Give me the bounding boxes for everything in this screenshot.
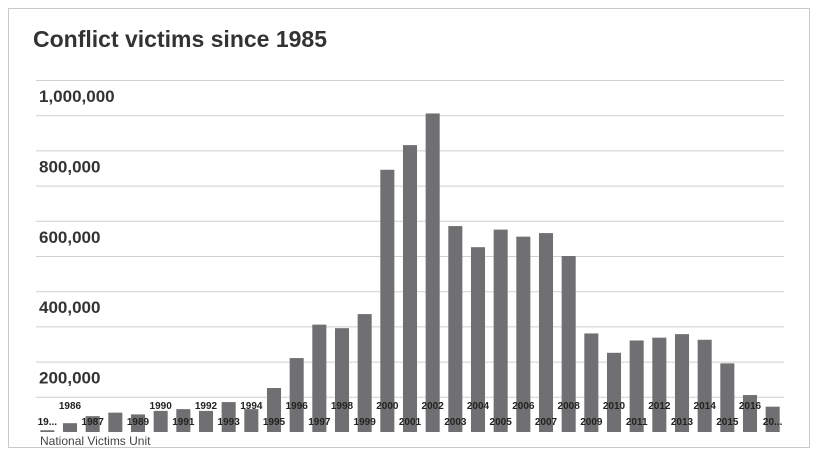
source-note: National Victims Unit [40, 434, 151, 448]
bar-1989 [130, 414, 146, 432]
bar-1995 [266, 388, 282, 432]
bar-1996 [289, 358, 304, 432]
bar-2011 [629, 340, 644, 432]
bars [40, 113, 780, 432]
x-tick-label: 19... [38, 417, 58, 428]
x-tick-label: 2010 [603, 401, 626, 412]
x-tick-label: 2014 [694, 401, 717, 412]
bar-2003 [448, 226, 463, 432]
x-tick-label: 1994 [240, 401, 263, 412]
bar-2013 [674, 334, 690, 432]
bar-1985 [40, 430, 55, 432]
bar-2014 [697, 339, 712, 432]
x-tick-label: 1990 [150, 401, 173, 412]
x-tick-label: 2009 [580, 417, 603, 428]
bar-1994 [244, 409, 259, 432]
bar-2017 [765, 406, 780, 432]
x-tick-label: 2015 [716, 417, 739, 428]
bar-2005 [493, 229, 508, 432]
bar-2006 [516, 236, 531, 432]
bar-1999 [357, 314, 372, 432]
x-tick-label: 1989 [127, 417, 150, 428]
y-axis-tick-labels: 200,000 400,000 600,000 800,000 1,000,000 [39, 87, 115, 388]
bar-1990 [153, 410, 168, 432]
y-tick-label: 800,000 [39, 157, 100, 176]
x-tick-label: 1997 [308, 417, 331, 428]
x-tick-label: 2002 [422, 401, 445, 412]
x-tick-label: 2006 [512, 401, 535, 412]
bar-2010 [606, 352, 622, 432]
bar-2009 [584, 333, 599, 432]
chart-title: Conflict victims since 1985 [33, 26, 328, 52]
x-tick-label: 2001 [399, 417, 422, 428]
bar-1987 [85, 416, 100, 432]
x-tick-label: 2005 [490, 417, 513, 428]
x-tick-label: 2013 [671, 417, 694, 428]
bar-2008 [561, 256, 576, 432]
x-tick-label: 1991 [172, 417, 195, 428]
bar-2012 [652, 337, 667, 432]
y-tick-label: 400,000 [39, 298, 100, 317]
bar-1988 [108, 412, 123, 432]
x-tick-label: 20... [763, 417, 783, 428]
x-tick-label: 2007 [535, 417, 558, 428]
bar-2004 [470, 247, 486, 432]
x-tick-label: 2012 [648, 401, 671, 412]
x-tick-label: 2004 [467, 401, 490, 412]
x-tick-label: 1998 [331, 401, 354, 412]
bar-1986 [62, 423, 78, 432]
bar-2000 [380, 169, 395, 432]
x-tick-label: 2003 [444, 417, 467, 428]
x-tick-label: 1986 [59, 401, 82, 412]
bar-1992 [198, 410, 214, 432]
x-tick-label: 2016 [739, 401, 762, 412]
x-tick-label: 2000 [376, 401, 399, 412]
bar-2001 [402, 145, 418, 432]
bar-2007 [538, 233, 554, 432]
x-tick-label: 1995 [263, 417, 286, 428]
bar-1997 [312, 324, 327, 432]
bar-1998 [334, 328, 350, 432]
bar-1991 [176, 409, 191, 432]
x-tick-label: 2008 [558, 401, 581, 412]
x-tick-label: 1999 [354, 417, 377, 428]
x-tick-label: 1996 [286, 401, 309, 412]
x-tick-label: 1987 [82, 417, 105, 428]
bar-2002 [425, 113, 440, 432]
x-tick-label: 2011 [626, 417, 648, 428]
bar-2015 [720, 363, 735, 432]
y-tick-label: 200,000 [39, 369, 100, 388]
x-tick-label: 1992 [195, 401, 218, 412]
y-tick-label: 600,000 [39, 228, 100, 247]
y-tick-label: 1,000,000 [39, 87, 115, 106]
x-tick-label: 1993 [218, 417, 241, 428]
bar-2016 [742, 395, 758, 432]
bar-1993 [221, 402, 236, 432]
